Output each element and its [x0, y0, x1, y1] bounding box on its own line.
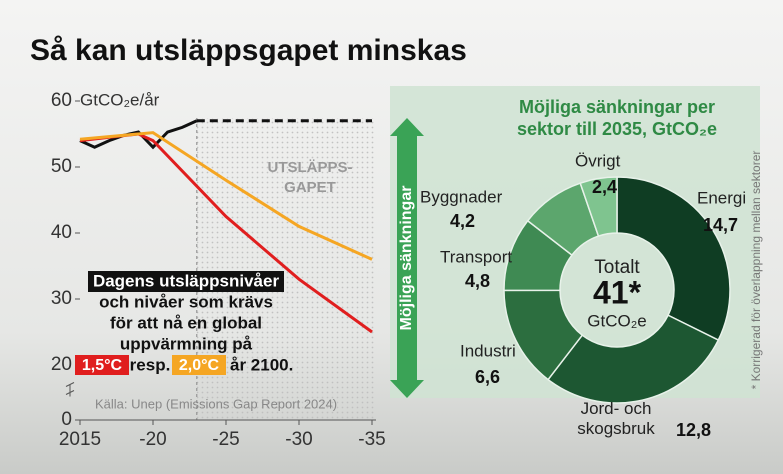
label-box	[172, 355, 226, 375]
donut-segment	[547, 314, 720, 404]
category-label: Industri	[460, 341, 516, 360]
value-label: 4,2	[450, 211, 475, 231]
x-tick-label: -30	[285, 429, 312, 450]
series-line	[79, 119, 198, 150]
value-label: 2,4	[592, 177, 617, 197]
x-tick-label: -25	[212, 429, 239, 450]
value-label: 6,6	[475, 367, 500, 387]
center-total: 41*	[593, 274, 642, 310]
source: Källa: Unep (Emissions Gap Report 2024)	[95, 396, 337, 411]
gap-label: GAPET	[284, 179, 336, 196]
label-current: Dagens utsläppsnivåer	[93, 271, 280, 290]
donut-segment	[616, 176, 731, 342]
annotation-line: för att nå en global	[110, 313, 262, 332]
center-label: Totalt	[594, 257, 640, 278]
pie-title: sektor till 2035, GtCO₂e	[517, 119, 717, 139]
value-label: 4,8	[465, 271, 490, 291]
annotation-line: uppvärmning på	[120, 334, 253, 353]
y-tick-label: 40	[51, 222, 72, 243]
label-15: 1,5°C	[82, 357, 123, 374]
y-tick-label: 50	[51, 156, 72, 177]
center-unit: GtCO₂e	[587, 311, 647, 330]
value-label: 14,7	[703, 215, 738, 235]
category-label: Energi	[697, 188, 746, 207]
x-tick-label: -35	[358, 429, 385, 450]
category-label: Jord- och skogsbruk	[577, 399, 655, 438]
x-tick-label: -20	[139, 429, 166, 450]
annotation-end: år 2100.	[230, 355, 293, 374]
y-tick-label: 30	[51, 288, 72, 309]
series-line	[79, 131, 373, 261]
label-20: 2,0°C	[179, 357, 220, 374]
category-label: Övrigt	[575, 151, 621, 170]
category-label: Transport	[440, 247, 512, 266]
x-tick-label: 2015	[59, 429, 101, 450]
y-tick-label: 0	[61, 409, 72, 430]
label-box	[88, 271, 284, 292]
title: Så kan utsläppsgapet minskas	[30, 34, 467, 67]
y-tick-label: 60	[51, 90, 72, 111]
gap-label: UTSLÄPPS-	[267, 159, 352, 176]
annotation-line: och nivåer som krävs	[99, 292, 273, 311]
value-label: 12,8	[676, 420, 711, 440]
y-tick-label: 20	[51, 354, 72, 375]
label-box	[75, 355, 129, 375]
y-unit: GtCO₂e/år	[80, 90, 160, 109]
side-label: Möjliga sänkningar	[398, 186, 415, 331]
axis-break	[65, 382, 75, 397]
category-label: Byggnader	[420, 187, 503, 206]
side-note: * Korrigerad för överlappning mellan sek…	[749, 151, 763, 390]
pie-title: Möjliga sänkningar per	[519, 97, 715, 117]
annotation-between: resp.	[130, 355, 171, 374]
side-bar	[397, 134, 417, 382]
donut-segment	[579, 176, 618, 238]
